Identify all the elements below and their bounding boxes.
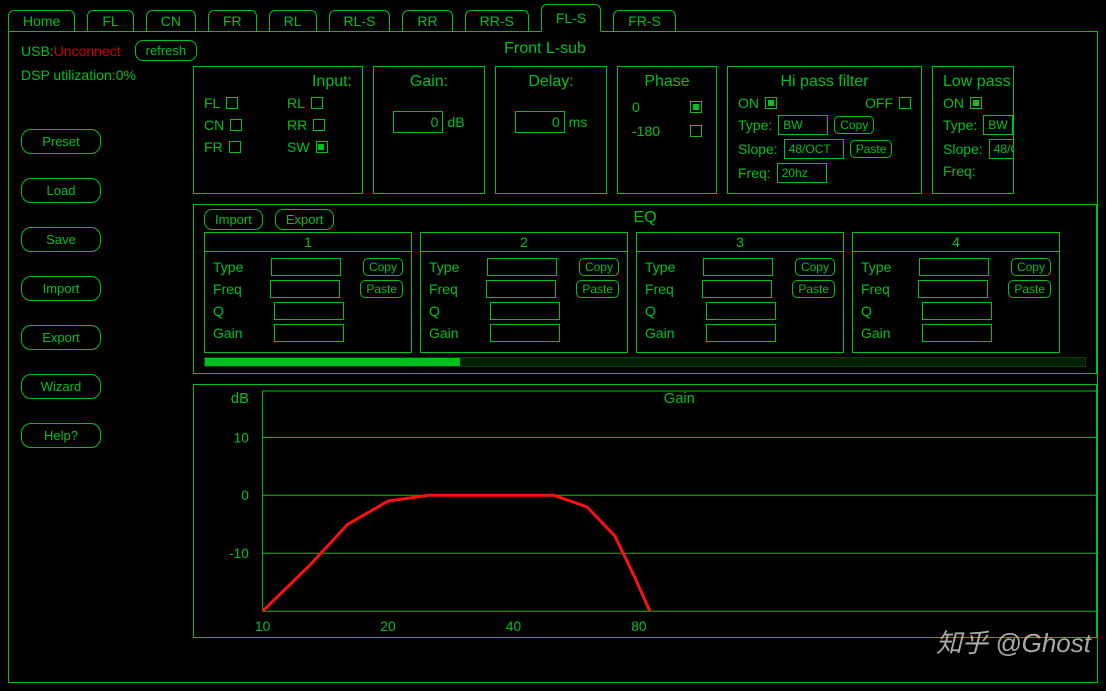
phase-panel: Phase 0-180 bbox=[617, 66, 717, 194]
hipass-freq-select[interactable]: 20hz bbox=[777, 163, 827, 183]
eq3-paste[interactable]: Paste bbox=[792, 280, 835, 298]
eq2-paste[interactable]: Paste bbox=[576, 280, 619, 298]
eq4-freq[interactable] bbox=[918, 280, 988, 298]
eq4-gain[interactable] bbox=[922, 324, 992, 342]
import-button[interactable]: Import bbox=[21, 276, 101, 301]
eq2-freq[interactable] bbox=[486, 280, 556, 298]
eq-band-3: 3 TypeCopy FreqPaste Q Gain bbox=[636, 232, 844, 353]
lowpass-type-select[interactable]: BW bbox=[983, 115, 1012, 135]
gain-panel: Gain: 0 dB bbox=[373, 66, 485, 194]
input-panel: Input: FL RL CN RR FR SW bbox=[193, 66, 363, 194]
eq4-type[interactable] bbox=[919, 258, 989, 276]
eq-import-button[interactable]: Import bbox=[204, 209, 263, 230]
eq1-paste[interactable]: Paste bbox=[360, 280, 403, 298]
delay-panel: Delay: 0 ms bbox=[495, 66, 607, 194]
eq1-gain[interactable] bbox=[274, 324, 344, 342]
svg-text:0: 0 bbox=[241, 488, 249, 503]
eq4-copy[interactable]: Copy bbox=[1011, 258, 1051, 276]
gain-chart: Gain dB 10 0 -10 10 20 40 80 bbox=[193, 384, 1097, 638]
eq-export-button[interactable]: Export bbox=[275, 209, 335, 230]
svg-text:80: 80 bbox=[631, 619, 647, 634]
eq1-copy[interactable]: Copy bbox=[363, 258, 403, 276]
tab-cn[interactable]: CN bbox=[146, 10, 196, 32]
lowpass-on[interactable]: ON bbox=[943, 95, 982, 111]
tab-home[interactable]: Home bbox=[8, 10, 75, 32]
gain-input[interactable]: 0 bbox=[393, 111, 443, 133]
eq2-gain[interactable] bbox=[490, 324, 560, 342]
eq3-freq[interactable] bbox=[702, 280, 772, 298]
eq2-copy[interactable]: Copy bbox=[579, 258, 619, 276]
help-button[interactable]: Help? bbox=[21, 423, 101, 448]
hipass-off[interactable]: OFF bbox=[865, 95, 911, 111]
eq4-paste[interactable]: Paste bbox=[1008, 280, 1051, 298]
input-sw[interactable]: SW bbox=[287, 139, 352, 155]
eq1-type[interactable] bbox=[271, 258, 341, 276]
lowpass-slope-select[interactable]: 48/OCT bbox=[989, 139, 1014, 159]
channel-title: Front L-sub bbox=[193, 40, 1097, 58]
eq1-freq[interactable] bbox=[270, 280, 340, 298]
usb-label: USB: bbox=[21, 43, 54, 59]
dsp-value: 0% bbox=[116, 67, 136, 83]
lowpass-panel: Low pass filter ON Type: BW Slope: 48/OC… bbox=[932, 66, 1014, 194]
eq-band-1: 1 TypeCopy FreqPaste Q Gain bbox=[204, 232, 412, 353]
eq3-copy[interactable]: Copy bbox=[795, 258, 835, 276]
usb-value: Unconnect bbox=[54, 43, 121, 59]
eq3-gain[interactable] bbox=[706, 324, 776, 342]
input-cn[interactable]: CN bbox=[204, 117, 269, 133]
tab-fr[interactable]: FR bbox=[208, 10, 257, 32]
hipass-type-select[interactable]: BW bbox=[778, 115, 828, 135]
eq3-type[interactable] bbox=[703, 258, 773, 276]
eq2-type[interactable] bbox=[487, 258, 557, 276]
eq-band-4: 4 TypeCopy FreqPaste Q Gain bbox=[852, 232, 1060, 353]
eq3-q[interactable] bbox=[706, 302, 776, 320]
eq2-q[interactable] bbox=[490, 302, 560, 320]
svg-text:dB: dB bbox=[231, 391, 249, 407]
input-fl[interactable]: FL bbox=[204, 95, 269, 111]
hipass-on[interactable]: ON bbox=[738, 95, 777, 111]
tab-rl-s[interactable]: RL-S bbox=[329, 10, 391, 32]
export-button[interactable]: Export bbox=[21, 325, 101, 350]
save-button[interactable]: Save bbox=[21, 227, 101, 252]
wizard-button[interactable]: Wizard bbox=[21, 374, 101, 399]
tab-rl[interactable]: RL bbox=[269, 10, 317, 32]
tab-fl-s[interactable]: FL-S bbox=[541, 4, 601, 32]
preset-button[interactable]: Preset bbox=[21, 129, 101, 154]
eq4-q[interactable] bbox=[922, 302, 992, 320]
svg-text:10: 10 bbox=[234, 430, 250, 445]
eq-band-2: 2 TypeCopy FreqPaste Q Gain bbox=[420, 232, 628, 353]
eq-panel: EQ Import Export 1 TypeCopy FreqPaste Q … bbox=[193, 204, 1097, 374]
eq1-q[interactable] bbox=[274, 302, 344, 320]
hipass-paste[interactable]: Paste bbox=[850, 140, 893, 158]
tab-rr[interactable]: RR bbox=[402, 10, 452, 32]
eq-scrollbar[interactable] bbox=[204, 357, 1086, 367]
svg-text:20: 20 bbox=[380, 619, 396, 634]
tab-fr-s[interactable]: FR-S bbox=[613, 10, 676, 32]
load-button[interactable]: Load bbox=[21, 178, 101, 203]
refresh-button[interactable]: refresh bbox=[135, 40, 197, 61]
hipass-slope-select[interactable]: 48/OCT bbox=[784, 139, 844, 159]
dsp-label: DSP utilization: bbox=[21, 67, 116, 83]
tab-rr-s[interactable]: RR-S bbox=[465, 10, 529, 32]
input-fr[interactable]: FR bbox=[204, 139, 269, 155]
svg-text:Gain: Gain bbox=[664, 391, 695, 407]
svg-text:40: 40 bbox=[506, 619, 522, 634]
delay-input[interactable]: 0 bbox=[515, 111, 565, 133]
input-rr[interactable]: RR bbox=[287, 117, 352, 133]
svg-text:10: 10 bbox=[255, 619, 271, 634]
tab-fl[interactable]: FL bbox=[87, 10, 133, 32]
input-rl[interactable]: RL bbox=[287, 95, 352, 111]
hipass-copy[interactable]: Copy bbox=[834, 116, 874, 134]
input-title: Input: bbox=[204, 73, 352, 91]
hipass-panel: Hi pass filter ON OFF Type: BW bbox=[727, 66, 922, 194]
svg-text:-10: -10 bbox=[229, 546, 249, 561]
phase-m180[interactable]: -180 bbox=[632, 123, 702, 139]
phase-0[interactable]: 0 bbox=[632, 99, 702, 115]
